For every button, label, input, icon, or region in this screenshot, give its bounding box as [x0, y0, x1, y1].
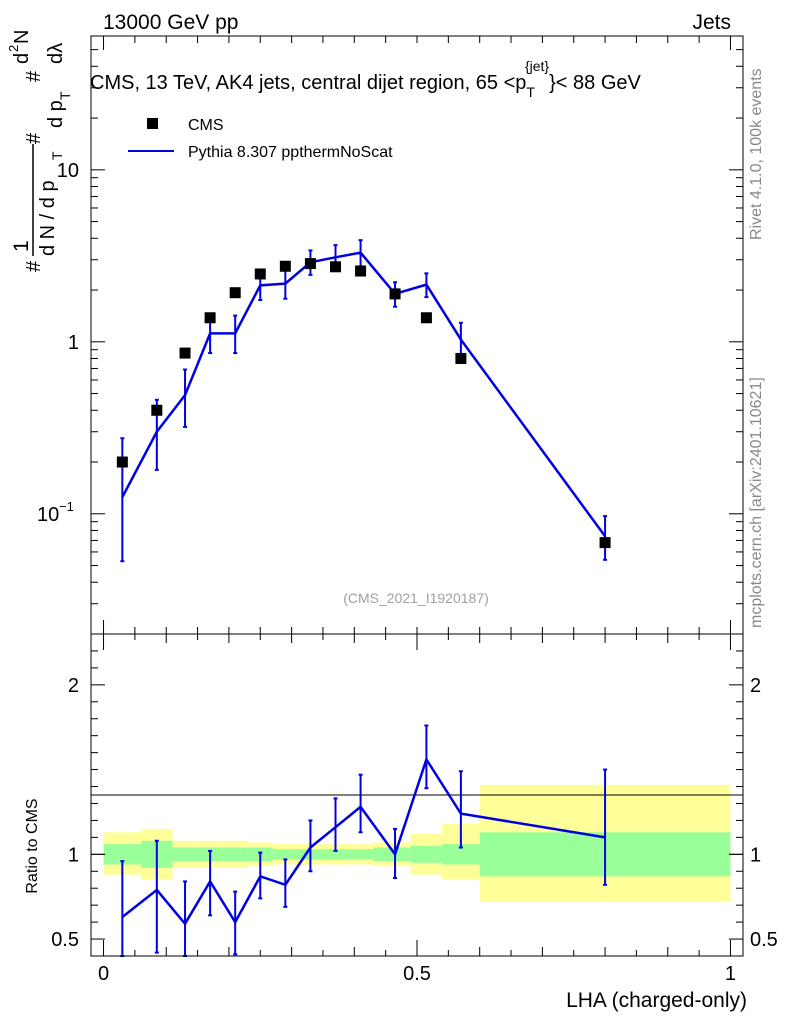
data-point [116, 456, 128, 468]
ylabel-one: 1 [10, 240, 33, 252]
y-tick-label: 1 [68, 332, 79, 354]
mc-line [121, 251, 607, 538]
data-point [279, 260, 291, 272]
title-sup: {jet} [525, 58, 549, 74]
ylabel-sup2: 2 [6, 45, 21, 52]
title-prefix: CMS, 13 TeV, AK4 jets, central dijet reg… [90, 72, 526, 94]
data-point [151, 404, 163, 416]
data-point [330, 261, 341, 273]
data-point [254, 268, 266, 280]
legend-data-label: CMS [188, 117, 224, 134]
data-point [389, 288, 401, 300]
ylabel-N: N [11, 30, 33, 44]
data-point [599, 537, 611, 549]
ylabel-hash3: # [23, 70, 45, 82]
ratio-line [121, 756, 606, 926]
band-inner [348, 849, 374, 860]
main-ylabel: # 1 d N / d p T # d p T # dλ d 2 N [6, 30, 73, 272]
band-inner [322, 849, 349, 860]
ratio-ticks: 0.5 0.5 1 1 2 2 0 0.5 1 [51, 634, 778, 985]
ylabel-d2N: d [11, 53, 33, 64]
data-point [355, 265, 367, 277]
ylabel-dN: d N / d p [37, 180, 59, 256]
ratio-ylabel: Ratio to CMS [24, 798, 41, 893]
title-sub: T [526, 84, 535, 100]
energy-label: 13000 GeV pp [103, 11, 238, 34]
mcplots-label: mcplots.cern.ch [arXiv:2401.10621] [748, 377, 765, 628]
band-inner [410, 845, 443, 863]
ratio-y-tick-label-right: 2 [750, 675, 761, 697]
rivet-label: Rivet 4.1.0, 100k events [748, 68, 765, 240]
mc-series [120, 239, 608, 563]
ratio-bands [103, 784, 731, 902]
x-tick-label: 0 [98, 963, 109, 985]
legend-data-marker [147, 118, 158, 129]
ratio-panel: 0.5 0.5 1 1 2 2 0 0.5 1 [51, 633, 778, 985]
ratio-y-tick-label: 2 [68, 675, 79, 697]
y-tick-label: 10 [57, 160, 79, 182]
x-tick-label: 1 [725, 963, 736, 985]
y-tick-label-exponent: −1 [59, 499, 74, 514]
data-series [116, 258, 611, 549]
category-label: Jets [692, 11, 731, 34]
y-tick-label: 10 [37, 504, 59, 526]
ratio-y-tick-label-right: 0.5 [750, 929, 778, 951]
analysis-watermark: (CMS_2021_I1920187) [343, 590, 489, 606]
xaxis-label: LHA (charged-only) [566, 989, 747, 1012]
ylabel-dp: d p [45, 100, 67, 128]
legend-mc-label: Pythia 8.307 ppthermNoScat [188, 144, 393, 161]
data-point [229, 287, 241, 299]
ylabel-hash2: # [23, 132, 45, 144]
ylabel-hash1: # [23, 260, 45, 272]
ylabel-sub-T2: T [57, 91, 73, 100]
band-inner [222, 847, 248, 862]
band-inner [172, 847, 198, 862]
data-point [455, 352, 467, 364]
band-inner [373, 847, 411, 862]
legend: CMS Pythia 8.307 ppthermNoScat [128, 117, 393, 161]
band-inner [442, 844, 480, 865]
x-tick-label: 0.5 [403, 963, 431, 985]
data-point [420, 312, 432, 324]
ylabel-dlambda: dλ [45, 43, 67, 64]
ratio-y-tick-label-right: 1 [750, 844, 761, 866]
band-inner [103, 844, 142, 865]
ratio-y-tick-label: 1 [68, 844, 79, 866]
ylabel-sub-T: T [49, 151, 65, 160]
ratio-series [120, 724, 608, 957]
plot-title: CMS, 13 TeV, AK4 jets, central dijet reg… [90, 58, 641, 100]
title-suffix: }< 88 GeV [549, 72, 641, 94]
data-point [179, 347, 191, 359]
data-point [204, 312, 216, 324]
ratio-y-tick-label: 0.5 [51, 929, 79, 951]
data-point [304, 258, 316, 270]
band-inner [272, 849, 298, 860]
